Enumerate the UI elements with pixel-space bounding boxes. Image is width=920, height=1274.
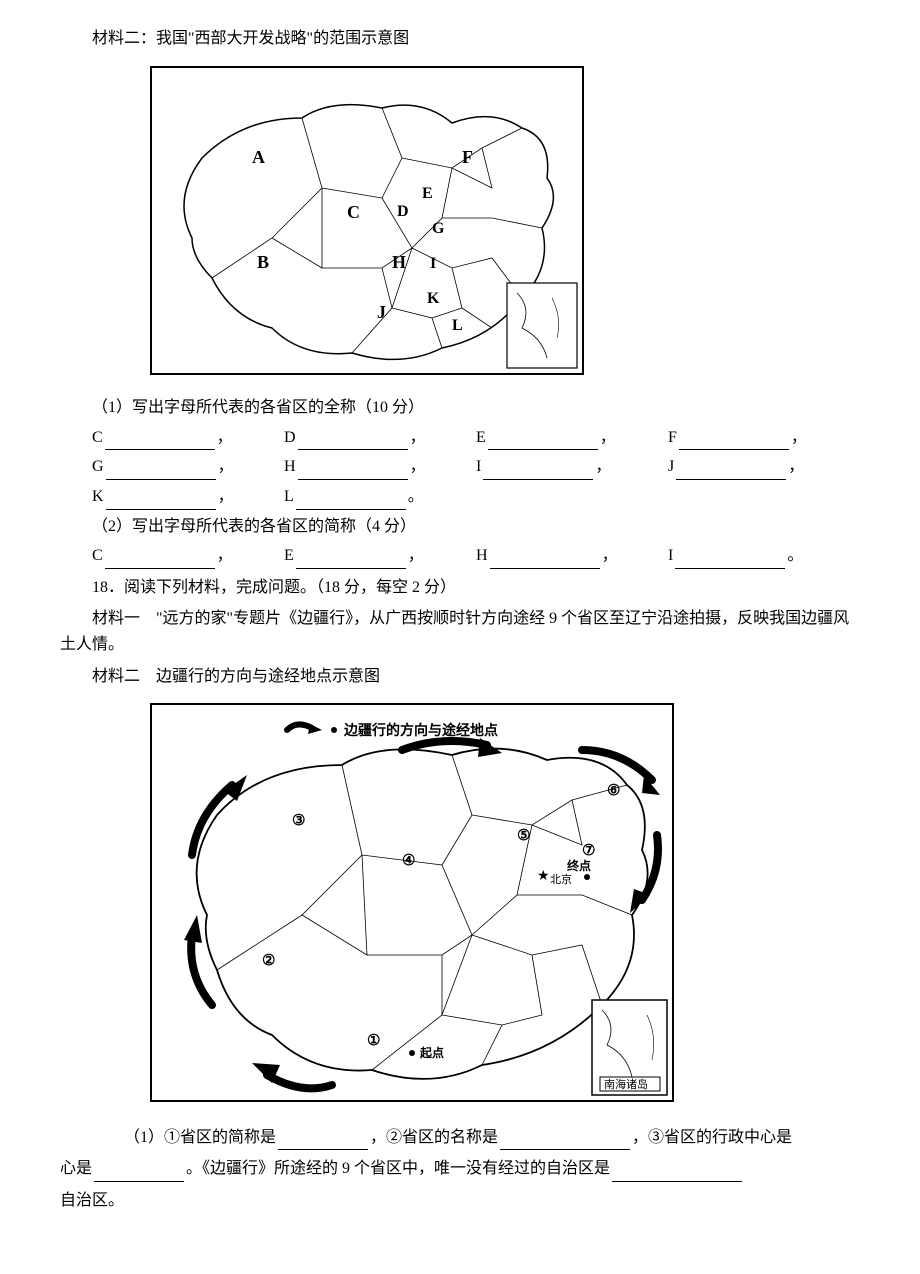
blank[interactable] [298,461,408,480]
svg-text:边疆行的方向与途经地点: 边疆行的方向与途经地点 [343,722,498,739]
blank[interactable] [298,431,408,450]
map1-label-K: K [427,290,440,307]
q17-letter-L: L [284,488,294,505]
q17-map-container: A B C D E F G H I J K L [150,66,584,375]
svg-text:⑤: ⑤ [517,828,530,844]
map1-label-G: G [432,220,445,237]
blank[interactable] [296,490,406,509]
q18-head: 18．阅读下列材料，完成问题。（18 分，每空 2 分） [60,575,860,601]
q18-sub1-cont: 心是 [60,1160,92,1177]
map1-label-A: A [252,147,265,167]
sep: ， [410,429,426,446]
q17-letter-E: E [476,429,486,446]
q17-sub2-row: C ， E ， H ， I 。 [60,543,860,569]
blank[interactable] [105,431,215,450]
sep: ， [217,429,233,446]
sep: ， [218,458,234,475]
q18-sub1-seg3: ，③省区的行政中心是 [632,1129,792,1146]
q17-sub1-row1: C ， D ， E ， F ， [60,425,860,451]
svg-text:终点: 终点 [567,858,591,873]
q17-letter-G: G [92,458,104,475]
q17-sub1-row2: G ， H ， I ， J ， [60,454,860,480]
q18-sub1: （1）①省区的简称是 ，②省区的名称是 ，③省区的行政中心是 [60,1125,860,1151]
q18-sub1-seg2: ，②省区的名称是 [370,1129,498,1146]
q17-abbr-E: E [284,547,294,564]
svg-text:②: ② [262,953,275,969]
blank[interactable] [106,461,216,480]
map1-label-B: B [257,252,269,272]
q17-abbr-H: H [476,547,488,564]
svg-text:③: ③ [292,813,305,829]
q17-material2-title: 材料二：我国"西部大开发战略"的范围示意图 [60,26,860,52]
q17-letter-K: K [92,488,104,505]
q17-letter-H: H [284,458,296,475]
q17-letter-F: F [668,429,677,446]
blank[interactable] [278,1131,368,1150]
map1-label-I: I [430,255,436,272]
q17-sub2-prompt: （2）写出字母所代表的各省区的简称（4 分） [60,514,860,540]
q18-map-svg: 边疆行的方向与途经地点 ① ② ③ ④ ⑤ ⑥ ⑦ [152,705,672,1100]
map1-label-H: H [392,252,406,272]
blank[interactable] [679,431,789,450]
map2-inset-label: 南海诸岛 [604,1077,648,1091]
sep: ， [410,458,426,475]
q17-letter-D: D [284,429,296,446]
q18-sub1-line2: 心是 。《边疆行》所途经的 9 个省区中，唯一没有经过的自治区是 [60,1156,860,1182]
q17-letter-J: J [668,458,674,475]
svg-text:北京: 北京 [550,872,572,886]
svg-text:⑦: ⑦ [582,843,595,859]
q18-sub1-seg4: 。《边疆行》所途经的 9 个省区中，唯一没有经过的自治区是 [186,1160,610,1177]
blank[interactable] [106,490,216,509]
map1-label-F: F [462,147,473,167]
q17-sub1-prompt: （1）写出字母所代表的各省区的全称（10 分） [60,395,860,421]
map1-label-E: E [422,185,433,202]
sep: ， [218,488,234,505]
svg-text:①: ① [367,1033,380,1049]
sep: ， [791,429,807,446]
svg-text:起点: 起点 [419,1045,444,1060]
blank[interactable] [500,1131,630,1150]
blank[interactable] [296,550,406,569]
sep: ， [600,429,616,446]
blank[interactable] [490,550,600,569]
blank[interactable] [676,461,786,480]
map1-label-L: L [452,317,463,334]
svg-text:★: ★ [537,869,550,884]
q17-abbr-C: C [92,547,103,564]
blank[interactable] [488,431,598,450]
q18-material1: 材料一 "远方的家"专题片《边疆行》，从广西按顺时针方向途经 9 个省区至辽宁沿… [60,606,860,657]
blank[interactable] [612,1163,742,1182]
sep: ， [595,458,611,475]
sep: 。 [408,488,424,505]
q18-sub1-line3: 自治区。 [60,1188,860,1214]
sep: ， [408,547,424,564]
sep: ， [788,458,804,475]
map1-label-D: D [397,203,409,220]
q17-sub1-row3: K ， L 。 [60,484,860,510]
blank[interactable] [675,550,785,569]
blank[interactable] [105,550,215,569]
q17-letter-C: C [92,429,103,446]
q18-sub1-seg1: （1）①省区的简称是 [124,1129,276,1146]
q17-map-svg: A B C D E F G H I J K L [152,68,582,373]
sep: ， [602,547,618,564]
q18-map-container: 边疆行的方向与途经地点 ① ② ③ ④ ⑤ ⑥ ⑦ [150,703,674,1102]
blank[interactable] [94,1163,184,1182]
svg-text:⑥: ⑥ [607,783,620,799]
blank[interactable] [483,461,593,480]
q17-letter-I: I [476,458,481,475]
map1-label-J: J [377,302,386,322]
map1-label-C: C [347,202,360,222]
q18-sub1-tail: 自治区。 [60,1192,124,1209]
svg-text:④: ④ [402,853,415,869]
sep: ， [217,547,233,564]
q17-abbr-I: I [668,547,673,564]
sep: 。 [787,547,803,564]
q18-material2-title: 材料二 边疆行的方向与途经地点示意图 [60,664,860,690]
